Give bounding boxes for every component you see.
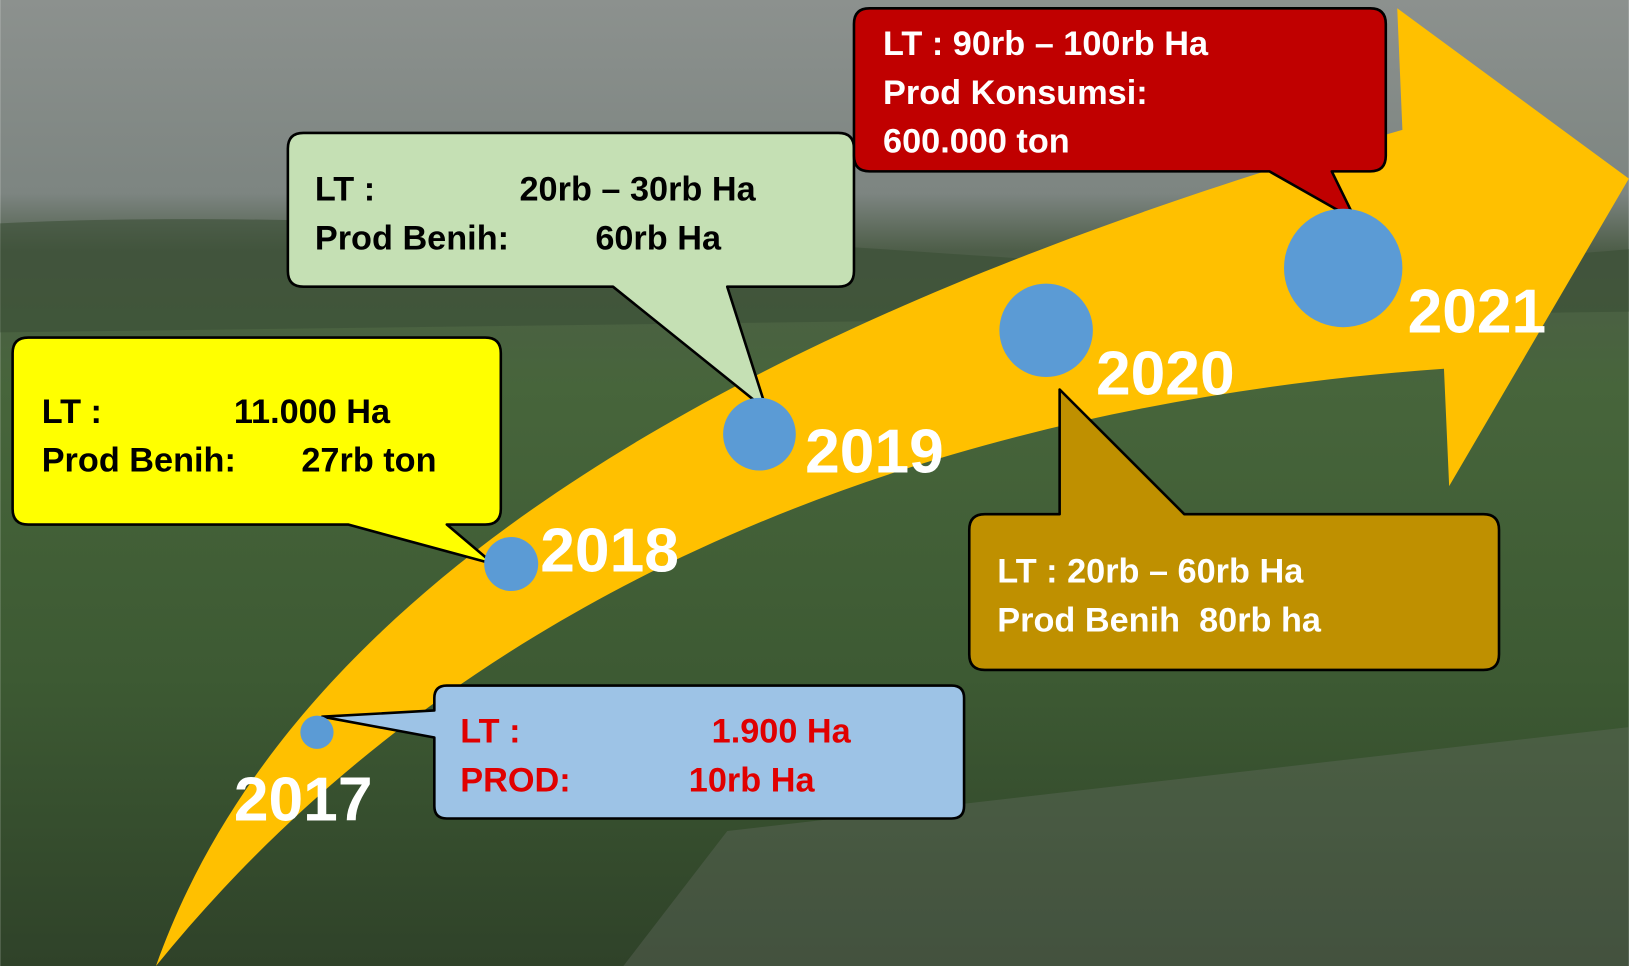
year-label: 2018: [540, 516, 679, 585]
line-value: 27rb ton: [301, 442, 436, 480]
milestone-dot: [300, 716, 333, 749]
roadmap: 2017 LT : 1.900 Ha PROD: 10rb Ha 2018 LT…: [0, 0, 1629, 966]
line-text: LT : 20rb – 60rb Ha: [997, 553, 1304, 591]
line-label: Prod Benih:: [42, 442, 236, 480]
line-value: 11.000 Ha: [234, 393, 391, 431]
year-label: 2021: [1408, 277, 1547, 346]
line-value: 60rb Ha: [595, 219, 722, 257]
line-text: LT : 90rb – 100rb Ha: [883, 25, 1209, 63]
line-value: 1.900 Ha: [712, 713, 852, 751]
milestone-dot: [999, 284, 1092, 377]
milestone-dot: [723, 398, 796, 471]
line-text: Prod Konsumsi:: [883, 74, 1148, 112]
page: {"milestones": [ {"year": "2017", "lines…: [0, 0, 1629, 966]
line-text: 600.000 ton: [883, 123, 1070, 161]
line-label: LT :: [315, 170, 375, 208]
line-label: LT :: [42, 393, 102, 431]
milestone-dot: [1284, 209, 1402, 327]
milestone-dot: [484, 537, 538, 591]
line-label: LT :: [460, 713, 520, 751]
year-label: 2017: [234, 766, 373, 835]
year-label: 2020: [1096, 340, 1235, 409]
line-value: 20rb – 30rb Ha: [520, 170, 757, 208]
line-label: PROD:: [460, 761, 570, 799]
year-label: 2019: [805, 418, 944, 487]
line-label: Prod Benih:: [315, 219, 509, 257]
line-value: 10rb Ha: [689, 761, 816, 799]
line-text: Prod Benih 80rb ha: [997, 602, 1322, 640]
